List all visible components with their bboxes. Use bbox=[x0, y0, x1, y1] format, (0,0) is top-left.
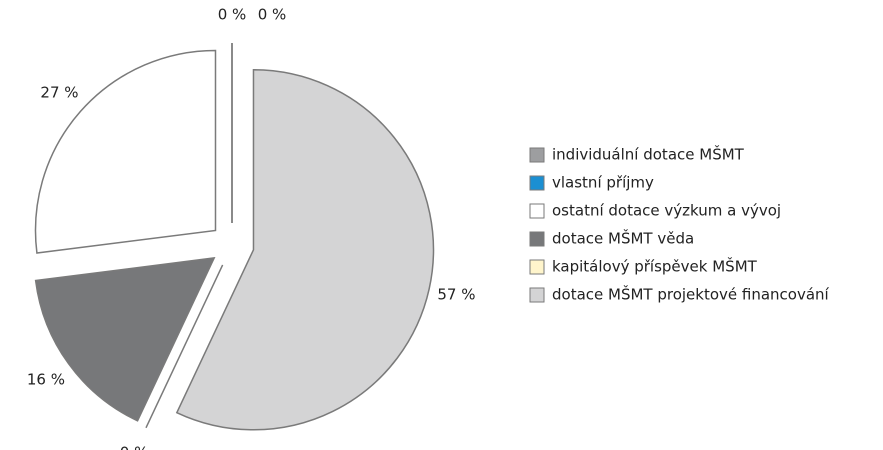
data-label: 16 % bbox=[27, 371, 65, 389]
data-label: 0 % bbox=[120, 444, 149, 450]
data-label: 0 % bbox=[218, 6, 247, 24]
legend-label: dotace MŠMT projektové financování bbox=[552, 285, 830, 304]
pie-slice bbox=[145, 264, 224, 429]
legend-swatch bbox=[529, 231, 545, 247]
data-label: 57 % bbox=[437, 286, 475, 304]
pie-slice bbox=[175, 69, 435, 431]
data-label: 27 % bbox=[40, 83, 78, 101]
legend-label: individuální dotace MŠMT bbox=[552, 145, 745, 164]
legend-label: kapitálový příspěvek MŠMT bbox=[552, 257, 758, 276]
legend-label: ostatní dotace výzkum a vývoj bbox=[552, 202, 781, 220]
pie-slice bbox=[34, 49, 217, 254]
legend-swatch bbox=[529, 147, 545, 163]
legend-swatch bbox=[529, 287, 545, 303]
legend-label: vlastní příjmy bbox=[552, 174, 654, 192]
pie-slice bbox=[34, 257, 216, 422]
legend-swatch bbox=[529, 175, 545, 191]
data-label: 0 % bbox=[258, 6, 287, 24]
legend-label: dotace MŠMT věda bbox=[552, 229, 694, 248]
legend-swatch bbox=[529, 203, 545, 219]
legend-swatch bbox=[529, 259, 545, 275]
